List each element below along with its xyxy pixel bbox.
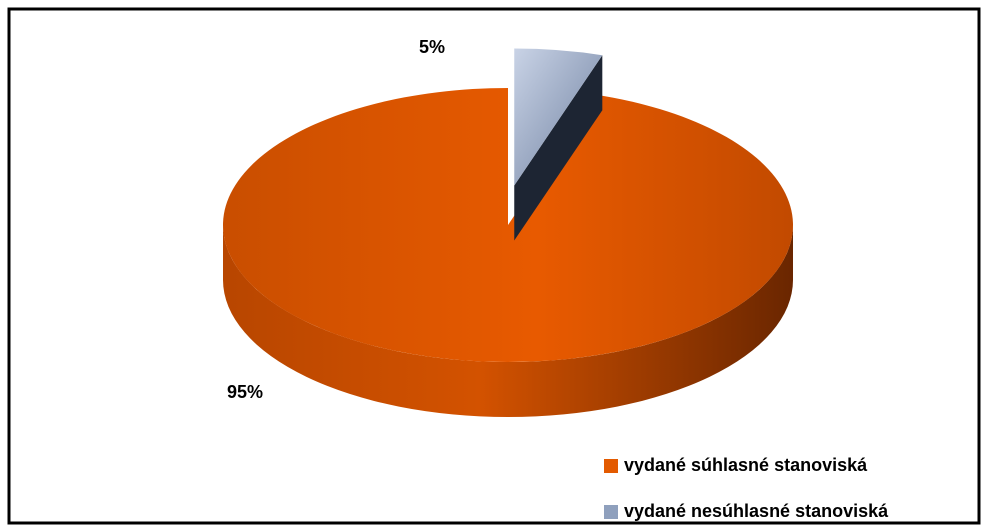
legend-marker xyxy=(604,505,618,519)
pie-side xyxy=(223,225,793,417)
pie-slice-edge xyxy=(514,55,603,241)
legend-marker xyxy=(604,459,618,473)
data-label: 95% xyxy=(227,382,263,402)
legend-label: vydané nesúhlasné stanoviská xyxy=(624,501,889,521)
legend-label: vydané súhlasné stanoviská xyxy=(624,455,868,475)
data-label: 5% xyxy=(419,37,445,57)
pie-slice xyxy=(514,48,603,186)
pie-slice xyxy=(223,88,793,363)
